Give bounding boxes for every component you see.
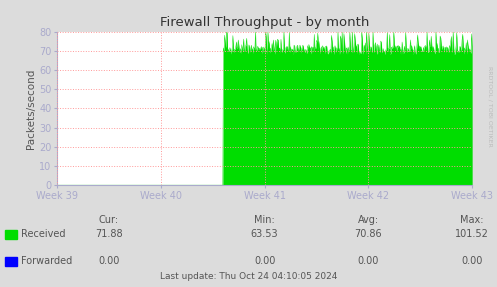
Text: Cur:: Cur: <box>99 215 119 224</box>
Text: 63.53: 63.53 <box>251 229 278 239</box>
Text: Forwarded: Forwarded <box>21 256 72 266</box>
Text: 0.00: 0.00 <box>254 256 275 266</box>
Y-axis label: Packets/second: Packets/second <box>26 68 36 149</box>
Text: Avg:: Avg: <box>358 215 379 224</box>
Text: Min:: Min: <box>254 215 275 224</box>
Text: 0.00: 0.00 <box>358 256 379 266</box>
Text: 0.00: 0.00 <box>461 256 483 266</box>
Title: Firewall Throughput - by month: Firewall Throughput - by month <box>160 16 369 29</box>
Text: 71.88: 71.88 <box>95 229 123 239</box>
Text: Received: Received <box>21 229 66 239</box>
Text: Last update: Thu Oct 24 04:10:05 2024: Last update: Thu Oct 24 04:10:05 2024 <box>160 272 337 282</box>
Text: Max:: Max: <box>460 215 484 224</box>
Text: 70.86: 70.86 <box>354 229 382 239</box>
Text: 0.00: 0.00 <box>98 256 120 266</box>
Text: 101.52: 101.52 <box>455 229 489 239</box>
Text: RRDTOOL / TOBI OETIKER: RRDTOOL / TOBI OETIKER <box>487 66 492 147</box>
